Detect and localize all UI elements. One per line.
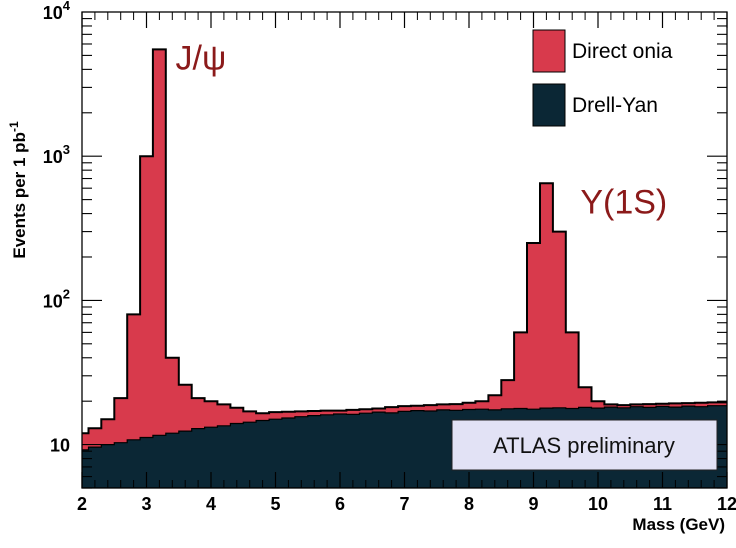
x-tick-label: 10 — [588, 494, 608, 514]
atlas-badge-box — [451, 419, 718, 471]
x-tick-label: 12 — [717, 494, 736, 514]
series-direct-onia — [82, 48, 727, 488]
peak-label-jpsi: J/ψ — [176, 39, 227, 77]
y-tick-label: 10 — [50, 436, 70, 456]
legend-swatch-direct-onia — [532, 29, 566, 73]
x-tick-label: 5 — [270, 494, 280, 514]
legend-label-drell-yan: Drell-Yan — [572, 94, 658, 117]
y-axis-title: Events per 1 pb-1 — [7, 121, 29, 259]
x-tick-label: 6 — [335, 494, 345, 514]
x-tick-label: 2 — [77, 494, 87, 514]
atlas-badge: ATLAS preliminary — [451, 419, 718, 471]
annotation-layer: J/ψ Υ(1S) — [176, 39, 668, 221]
peak-label-upsilon: Υ(1S) — [580, 184, 667, 222]
x-tick-label: 9 — [528, 494, 538, 514]
x-tick-label: 7 — [399, 494, 409, 514]
x-tick-label: 3 — [141, 494, 151, 514]
atlas-badge-text: ATLAS preliminary — [493, 433, 675, 458]
x-tick-label: 4 — [206, 494, 216, 514]
x-tick-label: 11 — [653, 494, 672, 514]
legend-swatch-drell-yan — [532, 83, 566, 127]
legend: Direct onia Drell-Yan — [532, 29, 673, 127]
x-tick-label: 8 — [464, 494, 474, 514]
axes-layer: 2 3 4 5 6 7 8 9 10 11 12 10 102 103 104 — [43, 0, 736, 514]
y-tick-label: 104 — [43, 0, 71, 23]
legend-label-direct-onia: Direct onia — [572, 40, 673, 63]
x-axis-title: Mass (GeV) — [632, 515, 725, 534]
y-tick-label: 102 — [43, 286, 70, 311]
y-tick-label: 103 — [43, 142, 70, 167]
